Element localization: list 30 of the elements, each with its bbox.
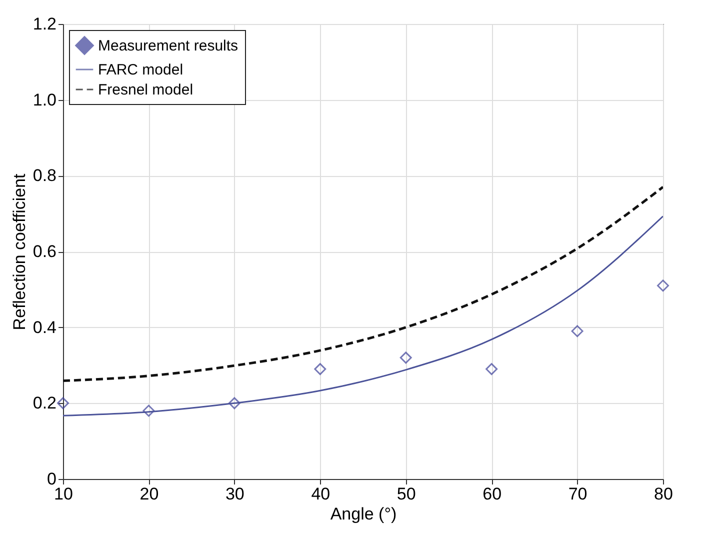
legend-label: FARC model xyxy=(98,62,184,78)
x-tick-label: 40 xyxy=(311,484,330,504)
y-tick-label: 0.6 xyxy=(32,242,56,261)
legend-label: Measurement results xyxy=(98,38,238,54)
line-series xyxy=(63,215,663,416)
y-tick-label: 0 xyxy=(47,470,56,488)
x-axis-title: Angle (°) xyxy=(330,504,397,524)
y-tick-label: 0.8 xyxy=(32,166,56,186)
x-tick-label: 60 xyxy=(482,484,502,504)
point xyxy=(57,397,69,410)
y-tick-label: 0.2 xyxy=(32,394,56,413)
x-tick-label: 30 xyxy=(225,484,244,504)
point xyxy=(486,363,498,376)
line-series xyxy=(63,186,663,382)
point xyxy=(400,352,412,364)
x-tick-label: 10 xyxy=(54,484,73,504)
point xyxy=(571,325,584,338)
x-tick-label: 20 xyxy=(140,484,159,504)
point xyxy=(657,280,669,292)
point xyxy=(228,397,240,410)
point xyxy=(314,363,326,376)
point xyxy=(142,404,155,417)
x-tick-label: 50 xyxy=(396,484,416,504)
y-tick-label: 1.2 xyxy=(32,14,56,34)
y-tick-label: 0.4 xyxy=(32,318,56,337)
x-tick-label: 80 xyxy=(654,484,673,504)
y-axis-title: Reflection coefficient xyxy=(10,173,29,330)
x-tick-label: 70 xyxy=(568,484,588,504)
y-tick-label: 1.0 xyxy=(32,90,56,110)
legend-label: Fresnel model xyxy=(98,82,194,98)
